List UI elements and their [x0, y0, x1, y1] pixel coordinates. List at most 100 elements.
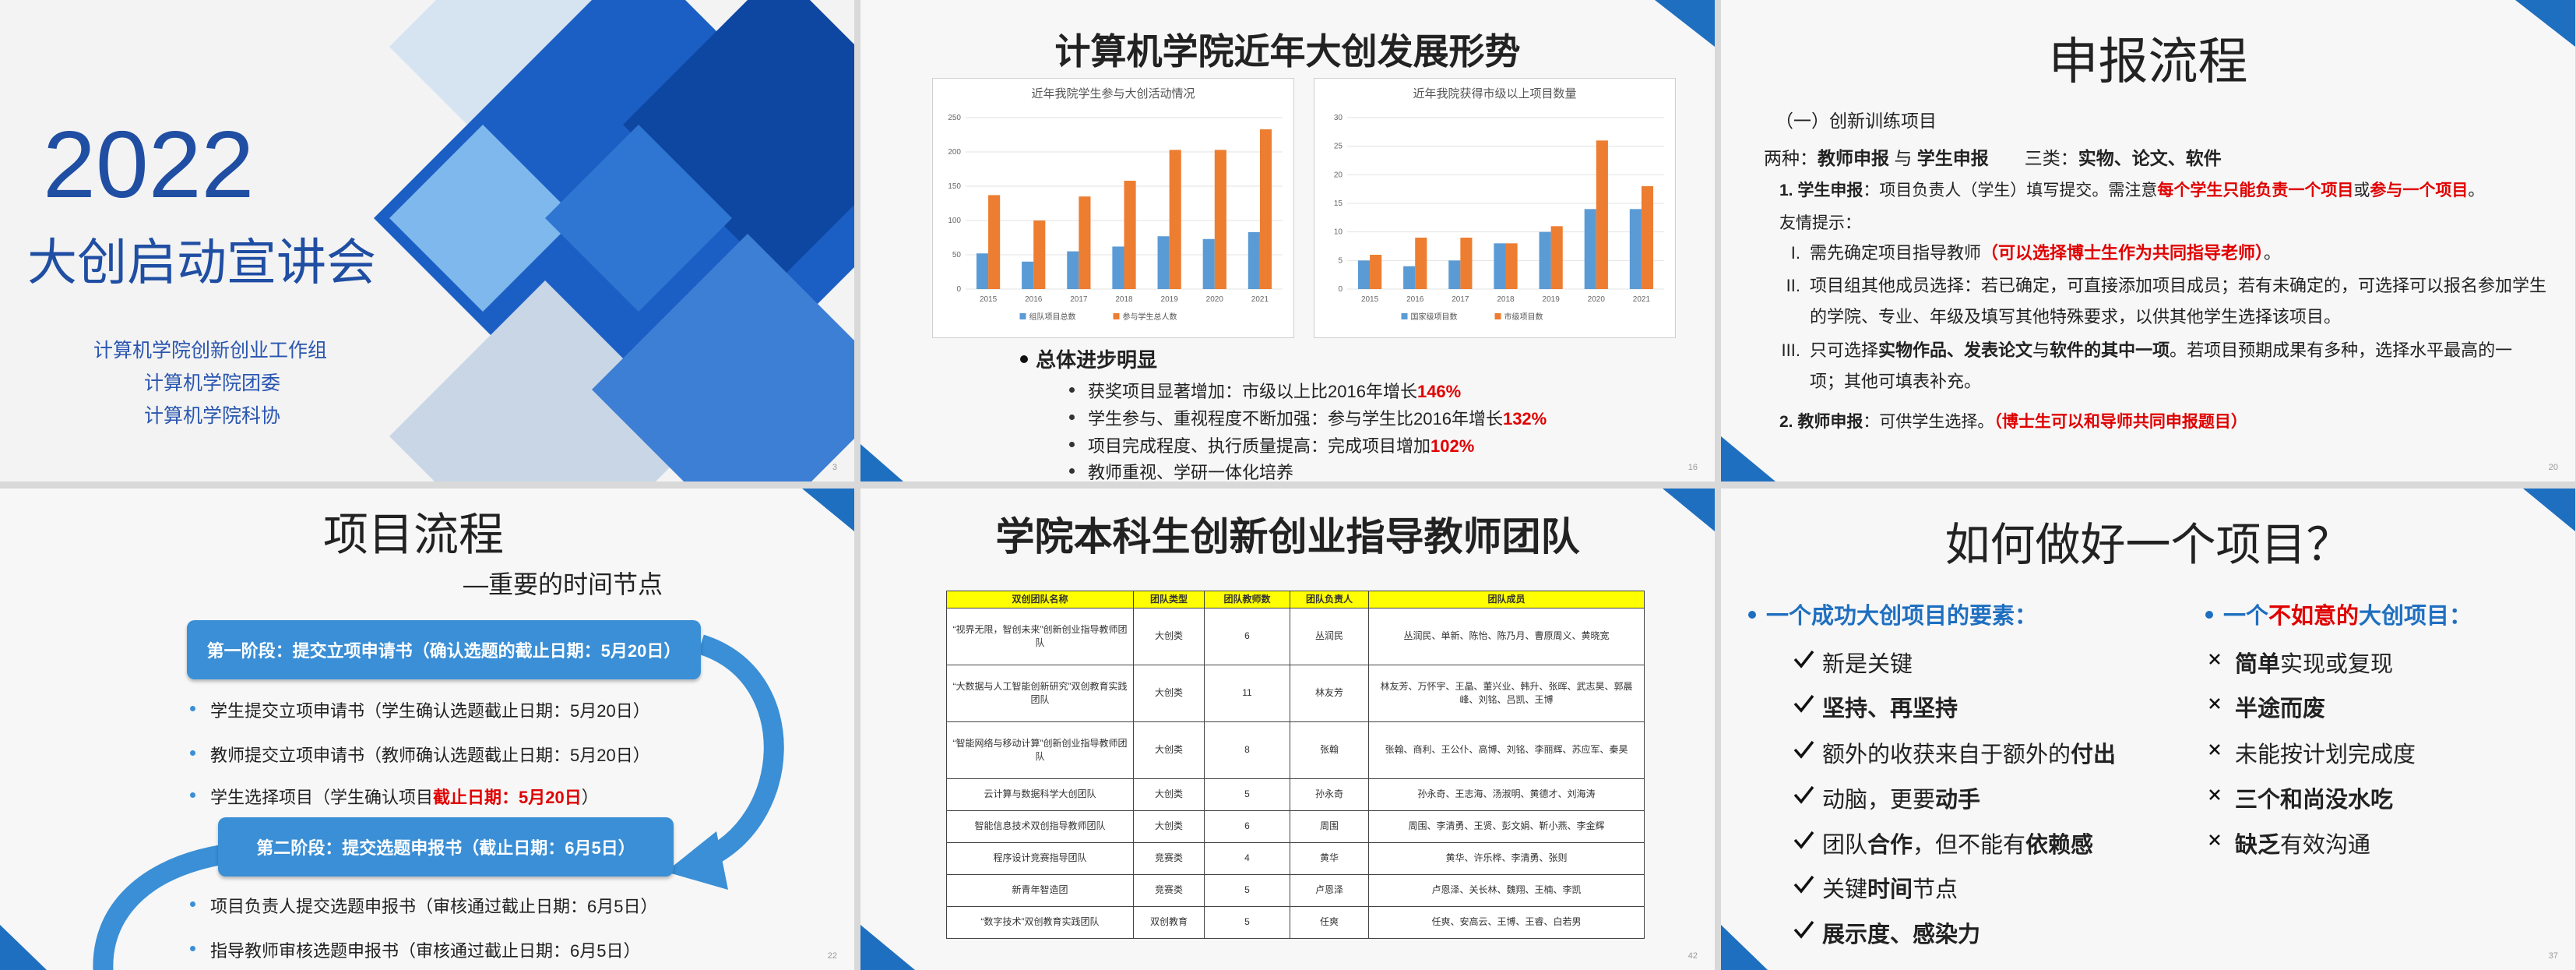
text: 简单: [2235, 652, 2281, 677]
table-cell: 丛润民、单新、陈怡、陈乃月、曹原周义、黄晓宽: [1368, 608, 1645, 665]
x-tick-label: 2017: [1070, 295, 1088, 304]
bullet: [1069, 387, 1075, 393]
text: 缺乏: [2235, 833, 2281, 858]
legend-swatch: [1401, 313, 1408, 319]
text: ：项目负责人（学生）填写提交。需注意: [1863, 182, 2158, 199]
table-cell: 竞赛类: [1133, 873, 1205, 907]
table-cell: 云计算与数据科学大创团队: [946, 778, 1134, 811]
table-cell: 竞赛类: [1133, 841, 1205, 875]
page-number: 16: [1687, 463, 1698, 472]
text: （可以选择博士生作为共同指导老师）: [1981, 243, 2265, 263]
decoration: [860, 0, 1715, 481]
chart: 近年我院获得市级以上项目数量 0 5 10 15 20 25 30 2015 2016 2017 20…: [1334, 86, 1664, 322]
header-cell: 团队负责人: [1290, 591, 1369, 608]
table-row: 新青年智造团 竞赛类 5 卢恩泽 卢恩泽、关长林、魏翔、王楠、李凯: [946, 873, 1645, 907]
table-row: “数字技术”双创教育实践团队 双创教育 5 任爽 任爽、安高云、王博、王睿、白若男: [946, 905, 1645, 940]
item: 展示度、感染力: [1822, 922, 1981, 947]
bar: [1550, 226, 1563, 289]
table-cell: 大创类: [1133, 778, 1205, 811]
table-cell: 11: [1204, 664, 1290, 722]
cross-icon: [2209, 654, 2220, 665]
x-tick-label: 2015: [980, 295, 998, 304]
section: （一）创新训练项目: [1775, 111, 1937, 131]
text: 额外的收获来自于额外的: [1822, 742, 2071, 767]
bar: [1596, 140, 1608, 289]
text: 项目完成程度、执行质量提高：完成项目增加: [1088, 436, 1431, 456]
table-header: 双创团队名称 团队类型 团队教师数 团队负责人 团队成员: [946, 591, 1645, 608]
bar: [1403, 266, 1416, 289]
header-cell: 双创团队名称: [946, 591, 1134, 608]
legend-swatch: [1113, 313, 1120, 319]
bullet: [1069, 414, 1075, 420]
table-cell: 6: [1204, 810, 1290, 843]
stage-item: 指导教师审核选题申报书（审核通过截止日期：6月5日）: [210, 941, 641, 961]
chart-title: 近年我院获得市级以上项目数量: [1413, 86, 1576, 101]
highlight: 146%: [1416, 382, 1462, 401]
bar: [1584, 209, 1596, 289]
table-cell: “视界无限，智创未来”创新创业指导教师团队: [946, 608, 1134, 665]
bar: [1460, 238, 1473, 289]
bar: [1079, 196, 1091, 289]
y-tick-label: 0: [956, 285, 961, 294]
x-tick-label: 2019: [1161, 295, 1179, 304]
item: 未能按计划完成度: [2235, 742, 2416, 767]
decoration: [0, 489, 854, 970]
numeral: III.: [1781, 340, 1800, 360]
y-tick-label: 5: [1338, 256, 1343, 265]
stage-banner: 第二阶段：提交选题申报书（截止日期：6月5日）: [218, 817, 674, 877]
table-cell: 黄华: [1290, 841, 1369, 875]
bar: [1033, 220, 1046, 289]
table-cell: 孙永奇: [1290, 778, 1369, 811]
item: 缺乏有效沟通: [2235, 827, 2370, 859]
text: ）: [581, 788, 599, 807]
bar: [1248, 231, 1260, 289]
text: 时间: [1867, 877, 1913, 902]
bar: [1505, 243, 1518, 289]
chart-title: 近年我院学生参与大创活动情况: [1031, 86, 1195, 101]
stage-item: 学生提交立项申请书（学生确认选题截止日期：5月20日）: [210, 701, 650, 721]
x-tick-label: 2021: [1251, 295, 1269, 304]
title: 申报流程: [2048, 34, 2248, 90]
text: 实现或复现: [2280, 652, 2394, 677]
text: 2. 教师申报: [1779, 413, 1863, 431]
line: I. 需先确定项目指导教师（可以选择博士生作为共同指导老师）。: [1768, 238, 2546, 269]
table-cell: 5: [1204, 905, 1290, 940]
text: 每个学生只能负责一个项目: [2157, 182, 2354, 199]
numeral: II.: [1786, 276, 1800, 295]
cross-icon: [2209, 789, 2220, 800]
item: 三个和尚没水吃: [2235, 788, 2394, 813]
stage-item: 教师提交立项申请书（教师确认选题截止日期：5月20日）: [210, 746, 650, 765]
item: 关键时间节点: [1822, 871, 1958, 904]
text: 两种：: [1764, 148, 1818, 168]
x-tick-label: 2016: [1406, 295, 1424, 304]
table-cell: 6: [1204, 608, 1290, 665]
slide: 学院本科生创新创业指导教师团队 双创团队名称 团队类型 团队教师数 团队负责人 团队成员…: [860, 489, 1715, 970]
organizer: 计算机学院创新创业工作组: [93, 340, 328, 362]
table-cell: 张翰、商利、王公仆、高博、刘铭、李丽辉、苏应军、秦昊: [1368, 721, 1645, 779]
bar: [976, 253, 989, 289]
check-icon: [1793, 694, 1814, 713]
legend-label: 组队项目总数: [1029, 312, 1076, 322]
check-icon: [1793, 785, 1814, 804]
table-cell: 卢恩泽、关长林、魏翔、王楠、李凯: [1368, 873, 1645, 907]
bullet: [1020, 355, 1028, 363]
x-tick-label: 2020: [1588, 295, 1606, 304]
highlight: 132%: [1502, 409, 1547, 429]
bar: [1157, 236, 1170, 289]
bar: [988, 195, 1001, 289]
y-tick-label: 250: [948, 114, 961, 122]
line: 1. 学生申报：项目负责人（学生）填写提交。需注意每个学生只能负责一个项目或参与…: [1779, 178, 2484, 201]
table-row: “视界无限，智创未来”创新创业指导教师团队 大创类 6 丛润民 丛润民、单新、陈怡、陈乃…: [946, 608, 1645, 665]
table-cell: 黄华、许乐桦、李清勇、张则: [1368, 841, 1645, 875]
bullet: [2205, 611, 2213, 619]
table-row: 智能信息技术双创指导教师团队 大创类 6 周围 周围、李清勇、王贤、彭文娟、靳小燕、李金…: [946, 810, 1645, 843]
text: 。: [2264, 243, 2282, 263]
numeral: I.: [1790, 243, 1800, 263]
table-cell: “数字技术”双创教育实践团队: [946, 905, 1134, 940]
title-year: 2022: [43, 111, 255, 217]
organizer: 计算机学院团委: [144, 372, 281, 394]
cross-icon: [2209, 698, 2220, 709]
page-number: 42: [1687, 951, 1698, 961]
y-tick-label: 20: [1334, 171, 1343, 179]
